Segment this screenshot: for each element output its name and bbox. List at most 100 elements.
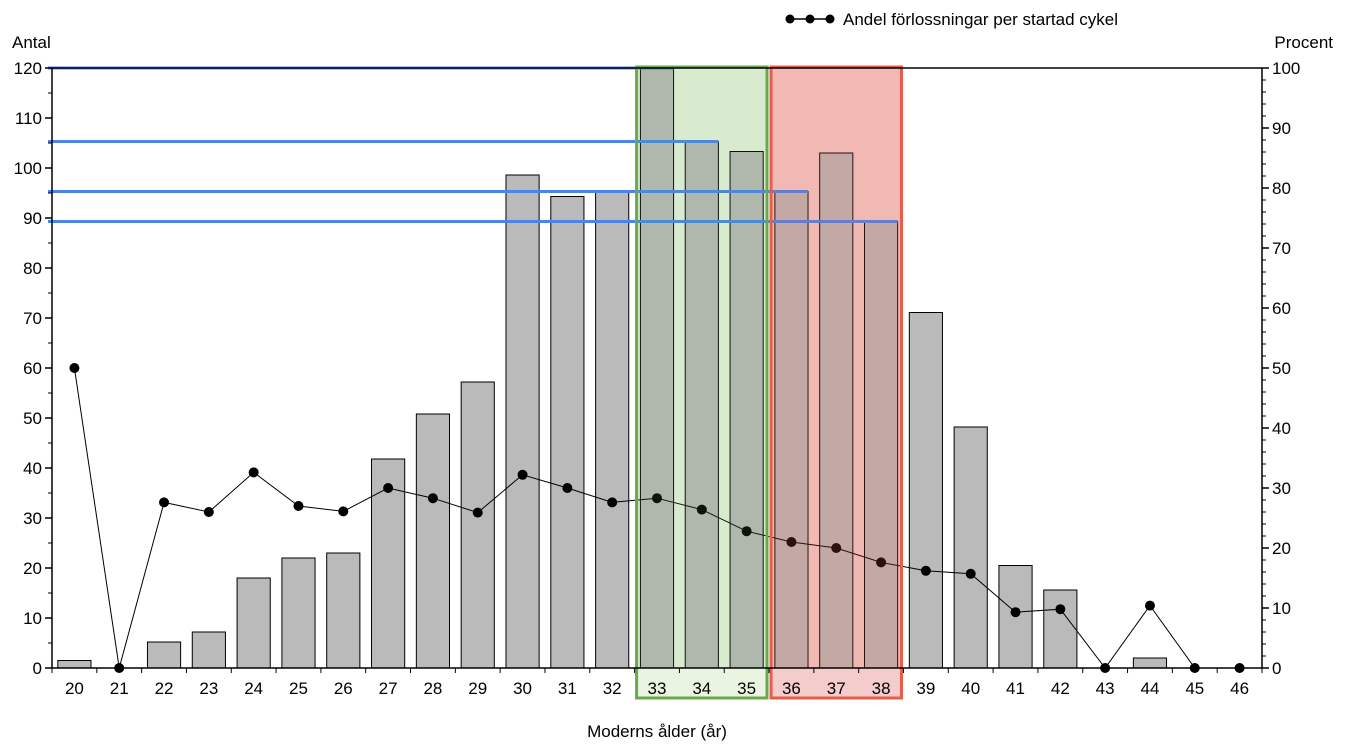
series-point (338, 506, 349, 517)
y-tick-label-left: 60 (23, 359, 42, 378)
series-point (1144, 600, 1155, 611)
series-point (786, 537, 797, 547)
x-tick-label: 23 (199, 679, 218, 698)
bar (639, 67, 675, 669)
x-tick-label: 27 (379, 679, 398, 698)
bar (595, 191, 630, 669)
highlight-box-tint (771, 67, 902, 668)
series-point (831, 543, 842, 553)
y-tick-label-right: 60 (1272, 299, 1291, 318)
x-tick-label: 42 (1051, 679, 1070, 698)
x-tick-label: 30 (513, 679, 532, 698)
bar (863, 221, 899, 669)
series-point (472, 507, 483, 518)
x-tick-label: 33 (648, 679, 667, 698)
series-point (159, 497, 170, 508)
highlight-box-border (635, 65, 769, 700)
y-tick-label-left: 20 (23, 559, 42, 578)
x-tick-label: 29 (468, 679, 487, 698)
x-tick-label: 36 (782, 679, 801, 698)
x-tick-label: 22 (155, 679, 174, 698)
y-tick-label-left: 30 (23, 509, 42, 528)
y-tick-label-right: 10 (1272, 599, 1291, 618)
legend: Andel förlossningar per startad cykel (785, 10, 1118, 29)
series-point (383, 483, 394, 493)
x-tick-label: 26 (334, 679, 353, 698)
y-tick-label-right: 30 (1272, 479, 1291, 498)
y-tick-label-right: 80 (1272, 179, 1291, 198)
bar (684, 141, 719, 669)
series-point (741, 526, 752, 537)
series (69, 363, 1245, 673)
bar (146, 641, 182, 669)
legend-marker (785, 14, 795, 24)
y-tick-label-right: 50 (1272, 359, 1291, 378)
y-tick-label-left: 90 (23, 209, 42, 228)
y-tick-label-left: 10 (23, 609, 42, 628)
x-axis-title: Moderns ålder (år) (587, 722, 727, 741)
y-tick-label-right: 90 (1272, 119, 1291, 138)
series-point (203, 507, 214, 517)
highlight-box-tint (636, 67, 768, 668)
series-point (876, 557, 887, 568)
bar (505, 174, 540, 669)
series-point (1010, 607, 1021, 618)
x-tick-label: 25 (289, 679, 308, 698)
x-tick-label: 32 (603, 679, 622, 698)
x-tick-label: 24 (244, 679, 263, 698)
y-axis-title-left: Antal (12, 33, 51, 52)
x-tick-label: 31 (558, 679, 577, 698)
series-point (517, 469, 528, 480)
series-point (562, 483, 573, 493)
y-tick-label-right: 100 (1272, 59, 1300, 78)
series-point (652, 493, 662, 504)
x-tick-label: 35 (737, 679, 756, 698)
bar (953, 426, 988, 669)
series-point (69, 363, 80, 373)
series-point (293, 501, 304, 511)
x-tick-label: 46 (1230, 679, 1249, 698)
y-tick-label-left: 80 (23, 259, 42, 278)
series-point (427, 493, 438, 504)
bar (236, 577, 271, 669)
bar (415, 413, 451, 669)
bar (550, 196, 585, 669)
x-tick-label: 28 (423, 679, 442, 698)
y-tick-label-right: 20 (1272, 539, 1291, 558)
y-axis-title-right: Procent (1274, 33, 1333, 52)
x-tick-label: 45 (1185, 679, 1204, 698)
series-point (965, 568, 976, 579)
x-tick-label: 20 (65, 679, 84, 698)
y-tick-label-right: 0 (1272, 659, 1281, 678)
y-tick-label-right: 70 (1272, 239, 1291, 258)
legend-label: Andel förlossningar per startad cykel (843, 10, 1118, 29)
bar (460, 381, 495, 669)
bar (191, 631, 226, 669)
series-point (696, 504, 707, 515)
x-tick-label: 39 (916, 679, 935, 698)
y-tick-label-left: 110 (15, 109, 42, 128)
legend-marker (825, 14, 835, 24)
y-tick-label-left: 120 (14, 59, 42, 78)
series-point (607, 497, 618, 508)
bar (1043, 589, 1078, 669)
x-tick-label: 38 (872, 679, 891, 698)
x-tick-label: 34 (692, 679, 711, 698)
highlight-borders (635, 65, 903, 700)
bar (326, 552, 361, 669)
x-tick-label: 21 (110, 679, 129, 698)
x-tick-label: 44 (1141, 679, 1160, 698)
y-tick-label-left: 100 (14, 159, 42, 178)
legend-marker (805, 14, 815, 24)
x-tick-label: 37 (827, 679, 846, 698)
axes: 0 10 20 30 40 50 60 70 80 90 100 110 120 0 10 20 30 40 50 6… (14, 59, 1301, 698)
series-point (1055, 604, 1066, 615)
bar (729, 151, 764, 669)
highlight-box-border (769, 65, 903, 700)
x-tick-label: 40 (961, 679, 980, 698)
x-tick-label: 41 (1006, 679, 1025, 698)
bar (57, 660, 92, 669)
bar (774, 191, 809, 669)
y-tick-label-left: 50 (23, 409, 42, 428)
